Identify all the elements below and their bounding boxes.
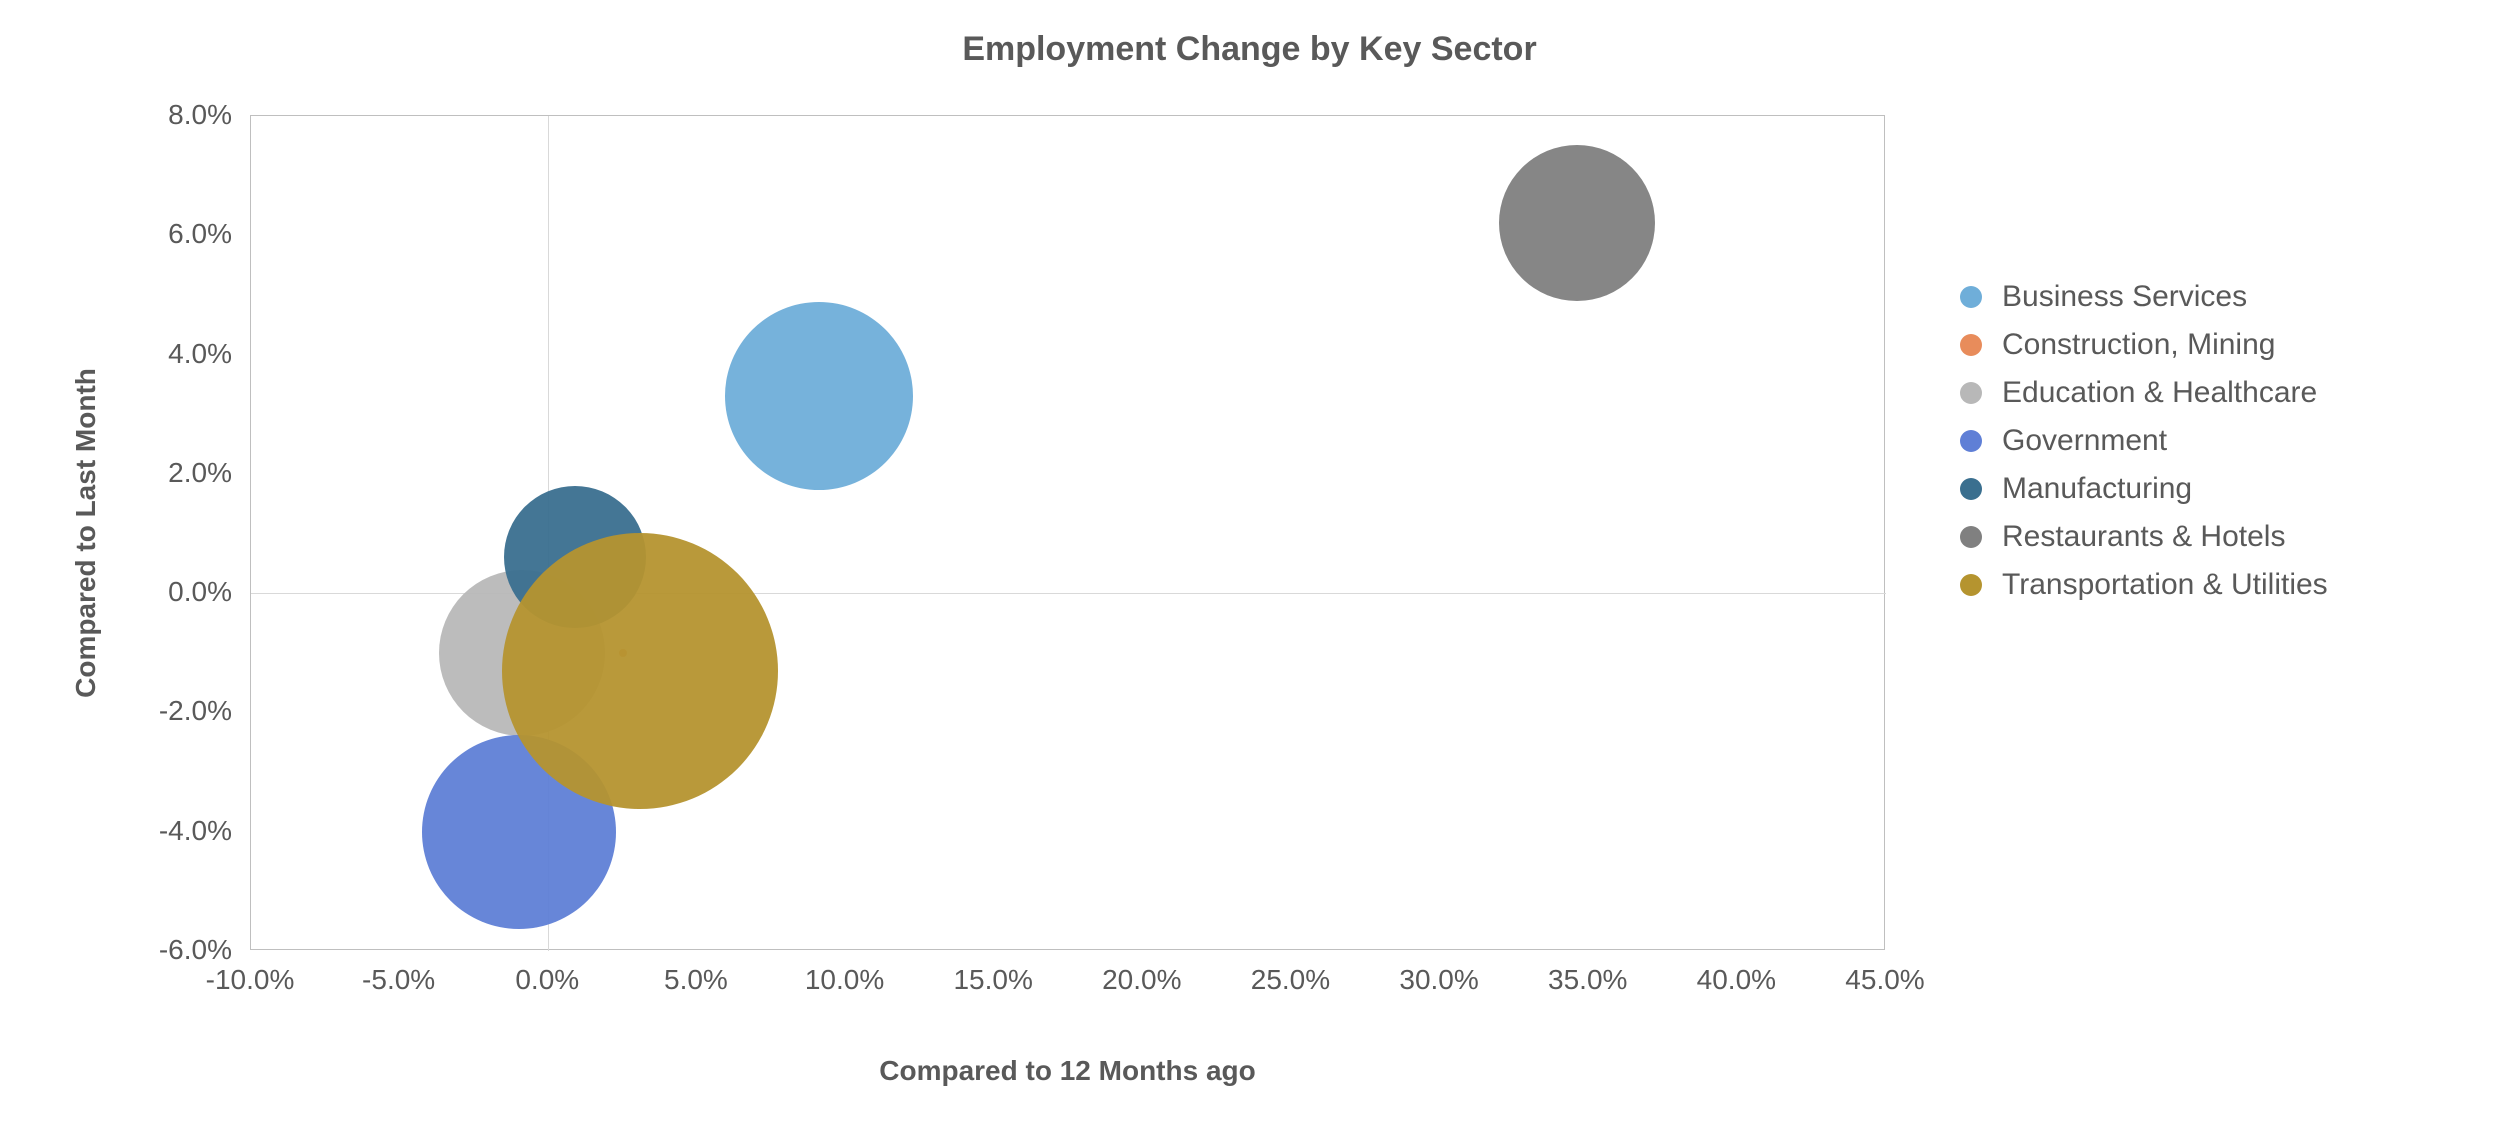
x-tick-label: 25.0%	[1251, 964, 1330, 996]
legend-item: Government	[1960, 424, 2328, 458]
legend-swatch	[1960, 382, 1982, 404]
bubble	[725, 302, 913, 490]
x-axis-title: Compared to 12 Months ago	[879, 1055, 1255, 1087]
x-tick-label: -5.0%	[362, 964, 435, 996]
y-tick-label: -6.0%	[132, 934, 232, 966]
y-axis-title: Compared to Last Month	[70, 368, 102, 698]
x-tick-label: 5.0%	[664, 964, 728, 996]
y-tick-label: -4.0%	[132, 815, 232, 847]
x-tick-label: 0.0%	[515, 964, 579, 996]
legend: Business Services Construction, Mining Edu…	[1960, 280, 2328, 616]
x-tick-label: -10.0%	[206, 964, 295, 996]
legend-label: Restaurants & Hotels	[2002, 520, 2285, 554]
legend-label: Transportation & Utilities	[2002, 568, 2328, 602]
y-tick-label: 2.0%	[132, 457, 232, 489]
legend-item: Restaurants & Hotels	[1960, 520, 2328, 554]
bubble	[1499, 145, 1655, 301]
legend-swatch	[1960, 574, 1982, 596]
y-tick-label: 0.0%	[132, 576, 232, 608]
y-tick-label: -2.0%	[132, 695, 232, 727]
x-tick-label: 10.0%	[805, 964, 884, 996]
chart-title: Employment Change by Key Sector	[0, 30, 2499, 69]
legend-label: Education & Healthcare	[2002, 376, 2317, 410]
legend-swatch	[1960, 286, 1982, 308]
legend-label: Construction, Mining	[2002, 328, 2275, 362]
x-tick-label: 35.0%	[1548, 964, 1627, 996]
legend-swatch	[1960, 526, 1982, 548]
legend-item: Construction, Mining	[1960, 328, 2328, 362]
legend-item: Business Services	[1960, 280, 2328, 314]
legend-label: Government	[2002, 424, 2167, 458]
x-tick-label: 45.0%	[1845, 964, 1924, 996]
legend-swatch	[1960, 430, 1982, 452]
y-tick-label: 4.0%	[132, 338, 232, 370]
x-tick-label: 40.0%	[1697, 964, 1776, 996]
x-tick-label: 15.0%	[953, 964, 1032, 996]
y-tick-label: 8.0%	[132, 99, 232, 131]
legend-item: Transportation & Utilities	[1960, 568, 2328, 602]
legend-swatch	[1960, 478, 1982, 500]
y-tick-label: 6.0%	[132, 218, 232, 250]
legend-label: Business Services	[2002, 280, 2247, 314]
legend-swatch	[1960, 334, 1982, 356]
plot-area	[250, 115, 1885, 950]
bubble	[502, 533, 778, 809]
legend-item: Manufacturing	[1960, 472, 2328, 506]
legend-label: Manufacturing	[2002, 472, 2192, 506]
x-tick-label: 20.0%	[1102, 964, 1181, 996]
legend-item: Education & Healthcare	[1960, 376, 2328, 410]
x-tick-label: 30.0%	[1399, 964, 1478, 996]
chart-root: Employment Change by Key Sector Compared…	[0, 0, 2499, 1143]
